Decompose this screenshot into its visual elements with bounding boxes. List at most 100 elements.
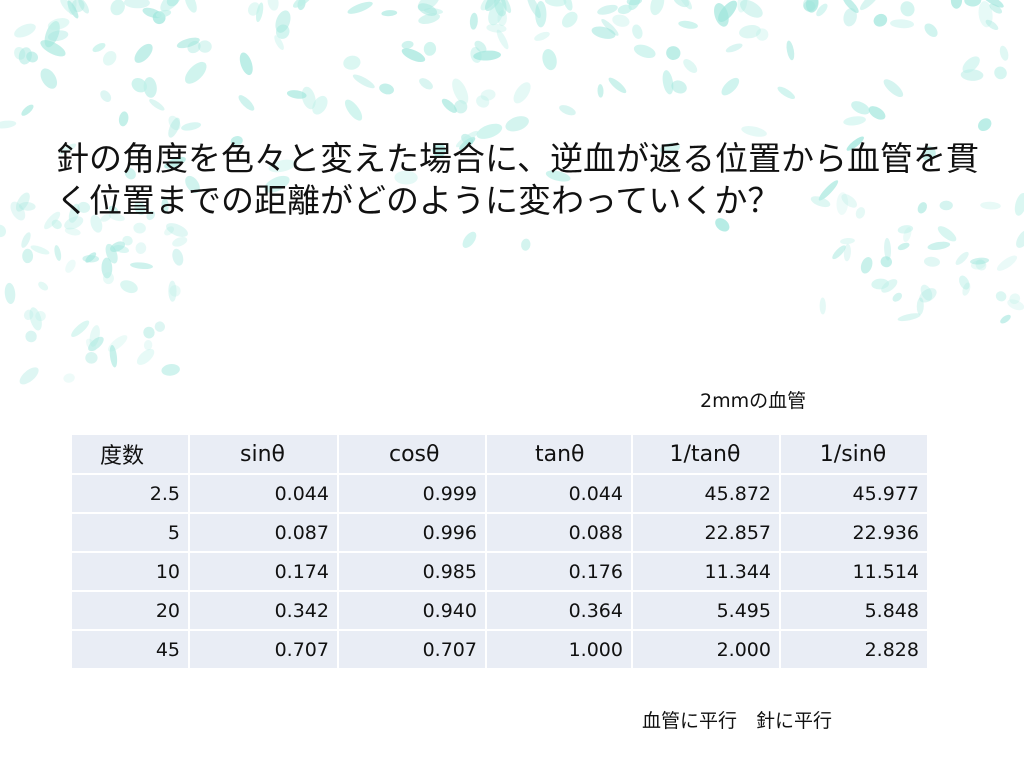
leaf-shape xyxy=(939,200,953,211)
leaf-shape xyxy=(68,203,80,223)
table-cell: 5.848 xyxy=(779,590,929,631)
leaf-shape xyxy=(168,115,181,131)
leaf-shape xyxy=(161,198,169,213)
table-cell: 22.857 xyxy=(631,512,781,553)
leaf-shape xyxy=(64,227,81,236)
leaf-shape xyxy=(617,4,632,15)
leaf-shape xyxy=(109,344,118,368)
leaf-shape xyxy=(238,95,255,111)
leaf-shape xyxy=(633,44,656,59)
table-cell: 0.088 xyxy=(485,512,633,553)
leaf-shape xyxy=(897,313,921,322)
leaf-shape xyxy=(67,0,79,19)
leaf-shape xyxy=(92,43,106,53)
leaf-shape xyxy=(181,122,202,131)
leaf-shape xyxy=(683,59,698,73)
leaf-shape xyxy=(85,352,98,364)
leaf-shape xyxy=(883,79,904,98)
leaf-shape xyxy=(143,326,155,339)
leaf-shape xyxy=(78,0,89,14)
leaf-shape xyxy=(230,135,243,146)
leaf-shape xyxy=(423,41,437,56)
table-cell: 22.936 xyxy=(779,512,929,553)
leaf-shape xyxy=(989,3,1003,14)
leaf-shape xyxy=(166,223,188,237)
leaf-shape xyxy=(168,280,177,302)
leaf-shape xyxy=(118,111,129,127)
table-cell: 10 xyxy=(70,551,190,592)
leaf-shape xyxy=(14,23,36,38)
leaf-shape xyxy=(131,78,147,93)
leaf-shape xyxy=(38,281,49,291)
table-cell: 0.087 xyxy=(188,512,339,553)
leaf-shape xyxy=(832,245,846,260)
leaf-shape xyxy=(900,1,915,17)
leaf-shape xyxy=(846,136,864,151)
leaf-shape xyxy=(880,256,893,268)
leaf-shape xyxy=(884,237,892,261)
leaf-shape xyxy=(110,0,125,16)
leaf-shape xyxy=(184,0,197,13)
leaf-shape xyxy=(248,2,260,16)
table-cell: 0.044 xyxy=(485,473,633,514)
leaf-shape xyxy=(469,12,478,30)
leaf-shape xyxy=(10,201,26,221)
leaf-shape xyxy=(980,201,1001,210)
leaf-shape xyxy=(662,70,674,95)
leaf-shape xyxy=(843,243,851,262)
leaf-shape xyxy=(996,255,1018,271)
leaf-shape xyxy=(527,0,541,19)
leaf-shape xyxy=(494,0,507,17)
leaf-shape xyxy=(563,0,573,11)
leaf-shape xyxy=(25,330,37,343)
leaf-shape xyxy=(881,279,898,293)
table-cell: 45 xyxy=(70,629,190,670)
leaf-shape xyxy=(286,90,307,99)
leaf-shape xyxy=(860,257,873,274)
leaf-shape xyxy=(1014,192,1024,216)
leaf-shape xyxy=(500,0,512,14)
leaf-shape xyxy=(381,10,398,17)
leaf-shape xyxy=(521,238,531,251)
leaf-shape xyxy=(135,242,147,254)
leaf-shape xyxy=(737,0,748,13)
leaf-shape xyxy=(123,0,150,9)
leaf-shape xyxy=(544,0,567,7)
leaf-shape xyxy=(462,231,477,248)
leaf-shape xyxy=(432,143,446,158)
leaf-shape xyxy=(268,159,296,173)
leaf-shape xyxy=(868,106,886,120)
leaf-shape xyxy=(4,282,16,305)
leaf-shape xyxy=(962,56,980,73)
leaf-shape xyxy=(89,325,100,347)
leaf-shape xyxy=(545,170,571,182)
leaf-shape xyxy=(959,275,970,290)
leaf-shape xyxy=(455,130,479,148)
table-cell: 0.985 xyxy=(337,551,487,592)
leaf-shape xyxy=(168,117,180,138)
leaf-shape xyxy=(985,19,999,31)
leaf-shape xyxy=(255,2,264,23)
leaf-shape xyxy=(164,156,186,169)
leaf-shape xyxy=(134,43,153,63)
leaf-shape xyxy=(124,167,136,180)
leaf-shape xyxy=(919,288,937,303)
leaf-shape xyxy=(897,242,910,251)
leaf-shape xyxy=(486,23,507,33)
leaf-shape xyxy=(513,82,531,104)
leaf-shape xyxy=(505,116,529,132)
leaf-shape xyxy=(51,219,62,230)
leaf-shape xyxy=(0,120,17,129)
leaf-shape xyxy=(739,24,761,39)
leaf-shape xyxy=(44,211,61,230)
leaf-shape xyxy=(312,95,328,115)
table-cell: 11.514 xyxy=(779,551,929,592)
leaf-shape xyxy=(843,116,866,126)
leaf-shape xyxy=(264,175,290,193)
leaf-shape xyxy=(842,0,859,13)
leaf-shape xyxy=(786,40,795,61)
leaf-shape xyxy=(136,348,155,365)
leaf-shape xyxy=(962,282,971,296)
leaf-shape xyxy=(920,284,933,301)
leaf-shape xyxy=(741,126,767,137)
